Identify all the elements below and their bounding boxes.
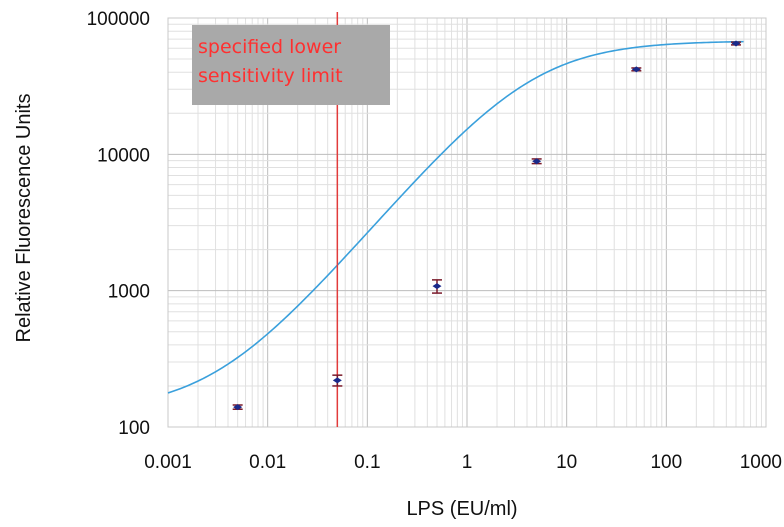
data-point [731, 40, 741, 47]
x-tick-labels: 0.001 0.01 0.1 1 10 100 1000 [144, 452, 782, 473]
data-point [631, 66, 641, 73]
y-tick-label: 100 [118, 418, 150, 439]
x-tick-label: 0.001 [144, 452, 192, 473]
data-point [532, 158, 542, 165]
data-points [232, 40, 741, 411]
x-tick-label: 0.1 [354, 452, 380, 473]
x-tick-label: 10 [556, 452, 577, 473]
y-tick-label: 1000 [108, 282, 150, 303]
x-tick-label: 1000 [740, 452, 782, 473]
y-tick-label: 10000 [97, 145, 150, 166]
x-axis-title: LPS (EU/ml) [406, 498, 517, 520]
y-axis-title: Relative Fluorescence Units [13, 94, 35, 343]
y-tick-label: 100000 [87, 9, 150, 30]
annotation-box [192, 25, 390, 105]
data-point [432, 283, 442, 290]
x-tick-label: 1 [462, 452, 473, 473]
data-point [332, 377, 342, 384]
lower-limit-annotation: specified lower sensitivity limit [192, 25, 390, 105]
fit-curve [167, 40, 744, 394]
x-tick-label: 100 [650, 452, 682, 473]
annotation-text-line1: specified lower [198, 36, 341, 58]
annotation-text-line2: sensitivity limit [198, 65, 343, 87]
plot-frame [167, 17, 767, 428]
y-tick-labels: 100 1000 10000 100000 [87, 9, 150, 439]
data-point [233, 404, 243, 411]
x-tick-label: 0.01 [249, 452, 286, 473]
